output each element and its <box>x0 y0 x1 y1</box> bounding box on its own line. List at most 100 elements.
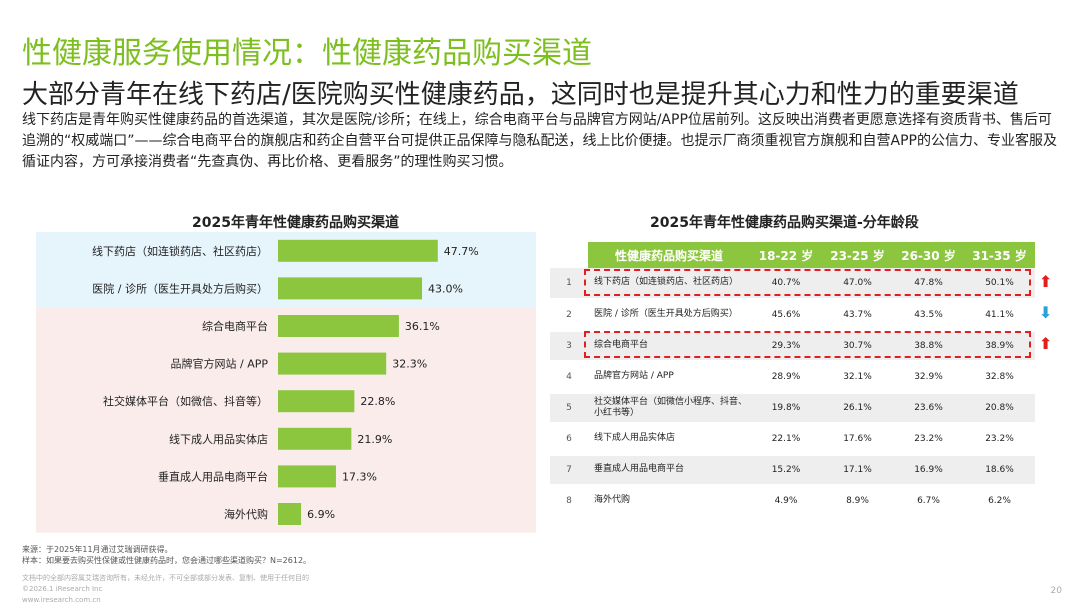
value-cell: 18.6% <box>964 454 1035 487</box>
bar-category-label: 社交媒体平台（如微信、抖音等） <box>103 394 268 408</box>
value-cell: 22.1% <box>750 423 822 456</box>
bar <box>278 277 423 300</box>
header-age-26-30: 26-30 岁 <box>893 242 964 268</box>
value-cell: 23.2% <box>893 423 964 456</box>
bar-category-label: 线下药店（如连锁药店、社区药店） <box>92 244 268 258</box>
value-cell: 40.7% <box>750 268 822 301</box>
header-age-31-35: 31-35 岁 <box>964 242 1035 268</box>
header-channel: 性健康药品购买渠道 <box>588 242 750 268</box>
bar-value-label: 21.9% <box>357 433 392 446</box>
chart-band-online <box>36 307 536 533</box>
bar <box>278 390 355 413</box>
trend-up-icon: ⬆ <box>1039 271 1053 291</box>
table-row: 2 医院 / 诊所（医生开具处方后购买） 45.6% 43.7% 43.5% 41.1% <box>550 299 1035 332</box>
footer-website: www.iresearch.com.cn <box>22 596 101 604</box>
bar <box>278 315 399 337</box>
bar-value-label: 36.1% <box>405 320 440 333</box>
bar-category-label: 海外代购 <box>224 507 268 521</box>
page-number: 20 <box>1050 586 1062 596</box>
value-cell: 16.9% <box>893 454 964 487</box>
bar-category-label: 医院 / 诊所（医生开具处方后购买） <box>92 281 268 295</box>
channel-cell: 线下药店（如连锁药店、社区药店） <box>588 268 750 301</box>
value-cell: 20.8% <box>964 392 1035 425</box>
bar-chart-title: 2025年青年性健康药品购买渠道 <box>192 215 399 231</box>
bar-category-label: 综合电商平台 <box>202 319 268 333</box>
rank-cell: 2 <box>550 299 588 332</box>
channel-cell: 线下成人用品实体店 <box>588 423 750 456</box>
bar-value-label: 47.7% <box>444 245 479 258</box>
bar <box>278 503 302 525</box>
bar-value-label: 17.3% <box>342 470 377 483</box>
value-cell: 43.7% <box>822 299 893 332</box>
value-cell: 41.1% <box>964 299 1035 332</box>
rank-cell: 3 <box>550 330 588 363</box>
table-row: 5 社交媒体平台（如微信小程序、抖音、小红书等） 19.8% 26.1% 23.6% 20… <box>550 392 1035 425</box>
value-cell: 6.2% <box>964 485 1035 518</box>
age-table: 性健康药品购买渠道 18-22 岁 23-25 岁 26-30 岁 31-35 … <box>550 242 1035 518</box>
table-row: 8 海外代购 4.9% 8.9% 6.7% 6.2% <box>550 485 1035 518</box>
value-cell: 29.3% <box>750 330 822 363</box>
bar-value-label: 6.9% <box>307 508 335 521</box>
page-subtitle: 大部分青年在线下药店/医院购买性健康药品，这同时也是提升其心力和性力的重要渠道 <box>22 80 1019 110</box>
value-cell: 15.2% <box>750 454 822 487</box>
description-text: 线下药店是青年购买性健康药品的首选渠道，其次是医院/诊所；在线上，综合电商平台与… <box>22 112 1057 170</box>
bar <box>278 239 438 262</box>
value-cell: 45.6% <box>750 299 822 332</box>
bar-category-label: 垂直成人用品电商平台 <box>158 469 268 483</box>
value-cell: 17.6% <box>822 423 893 456</box>
value-cell: 23.6% <box>893 392 964 425</box>
footer-copyright-note: 文档中的全部内容属艾瑞咨询所有，未经允许，不可全部或部分发表、复制、使用于任何目… <box>22 574 309 582</box>
value-cell: 23.2% <box>964 423 1035 456</box>
value-cell: 6.7% <box>893 485 964 518</box>
value-cell: 32.9% <box>893 361 964 394</box>
rank-cell: 5 <box>550 392 588 425</box>
table-chart-title: 2025年青年性健康药品购买渠道-分年龄段 <box>650 215 919 231</box>
bar <box>278 352 387 375</box>
rank-cell: 8 <box>550 485 588 518</box>
footer-company: ©2026.1 iResearch Inc <box>22 585 103 593</box>
channel-cell: 海外代购 <box>588 485 750 518</box>
channel-cell: 综合电商平台 <box>588 330 750 363</box>
header-age-18-22: 18-22 岁 <box>750 242 822 268</box>
trend-down-icon: ⬇ <box>1039 302 1053 322</box>
table-header-row: 性健康药品购买渠道 18-22 岁 23-25 岁 26-30 岁 31-35 … <box>550 242 1035 268</box>
rank-cell: 1 <box>550 268 588 301</box>
value-cell: 50.1% <box>964 268 1035 301</box>
table-row: 7 垂直成人用品电商平台 15.2% 17.1% 16.9% 18.6% <box>550 454 1035 487</box>
age-table-container: 性健康药品购买渠道 18-22 岁 23-25 岁 26-30 岁 31-35 … <box>550 242 1035 518</box>
channel-cell: 垂直成人用品电商平台 <box>588 454 750 487</box>
value-cell: 30.7% <box>822 330 893 363</box>
value-cell: 43.5% <box>893 299 964 332</box>
page-title: 性健康服务使用情况：性健康药品购买渠道 <box>22 36 592 71</box>
value-cell: 17.1% <box>822 454 893 487</box>
table-row: 4 品牌官方网站 / APP 28.9% 32.1% 32.9% 32.8% <box>550 361 1035 394</box>
value-cell: 8.9% <box>822 485 893 518</box>
value-cell: 4.9% <box>750 485 822 518</box>
table-body: 1 线下药店（如连锁药店、社区药店） 40.7% 47.0% 47.8% 50.1% 2 医院… <box>550 268 1035 518</box>
channel-cell: 品牌官方网站 / APP <box>588 361 750 394</box>
bar-category-label: 线下成人用品实体店 <box>169 432 268 446</box>
rank-cell: 6 <box>550 423 588 456</box>
bar-value-label: 22.8% <box>360 395 395 408</box>
bar-category-label: 品牌官方网站 / APP <box>171 357 269 371</box>
value-cell: 32.8% <box>964 361 1035 394</box>
header-blank <box>550 242 588 268</box>
table-row: 1 线下药店（如连锁药店、社区药店） 40.7% 47.0% 47.8% 50.1% <box>550 268 1035 301</box>
value-cell: 38.8% <box>893 330 964 363</box>
rank-cell: 7 <box>550 454 588 487</box>
channel-cell: 社交媒体平台（如微信小程序、抖音、小红书等） <box>588 392 750 425</box>
bar-chart: 线下药店（如连锁药店、社区药店） 47.7% 医院 / 诊所（医生开具处方后购买） 4… <box>36 232 536 533</box>
bar <box>278 465 336 488</box>
value-cell: 19.8% <box>750 392 822 425</box>
table-row: 6 线下成人用品实体店 22.1% 17.6% 23.2% 23.2% <box>550 423 1035 456</box>
bar-value-label: 43.0% <box>428 282 463 295</box>
footer-sample: 样本：如果要去购买性保健或性健康药品时，您会通过哪些渠道购买？N=2612。 <box>22 556 312 565</box>
header-age-23-25: 23-25 岁 <box>822 242 893 268</box>
table-row: 3 综合电商平台 29.3% 30.7% 38.8% 38.9% <box>550 330 1035 363</box>
value-cell: 26.1% <box>822 392 893 425</box>
trend-up-icon: ⬆ <box>1039 333 1053 353</box>
bar <box>278 427 352 450</box>
value-cell: 47.8% <box>893 268 964 301</box>
value-cell: 47.0% <box>822 268 893 301</box>
value-cell: 38.9% <box>964 330 1035 363</box>
